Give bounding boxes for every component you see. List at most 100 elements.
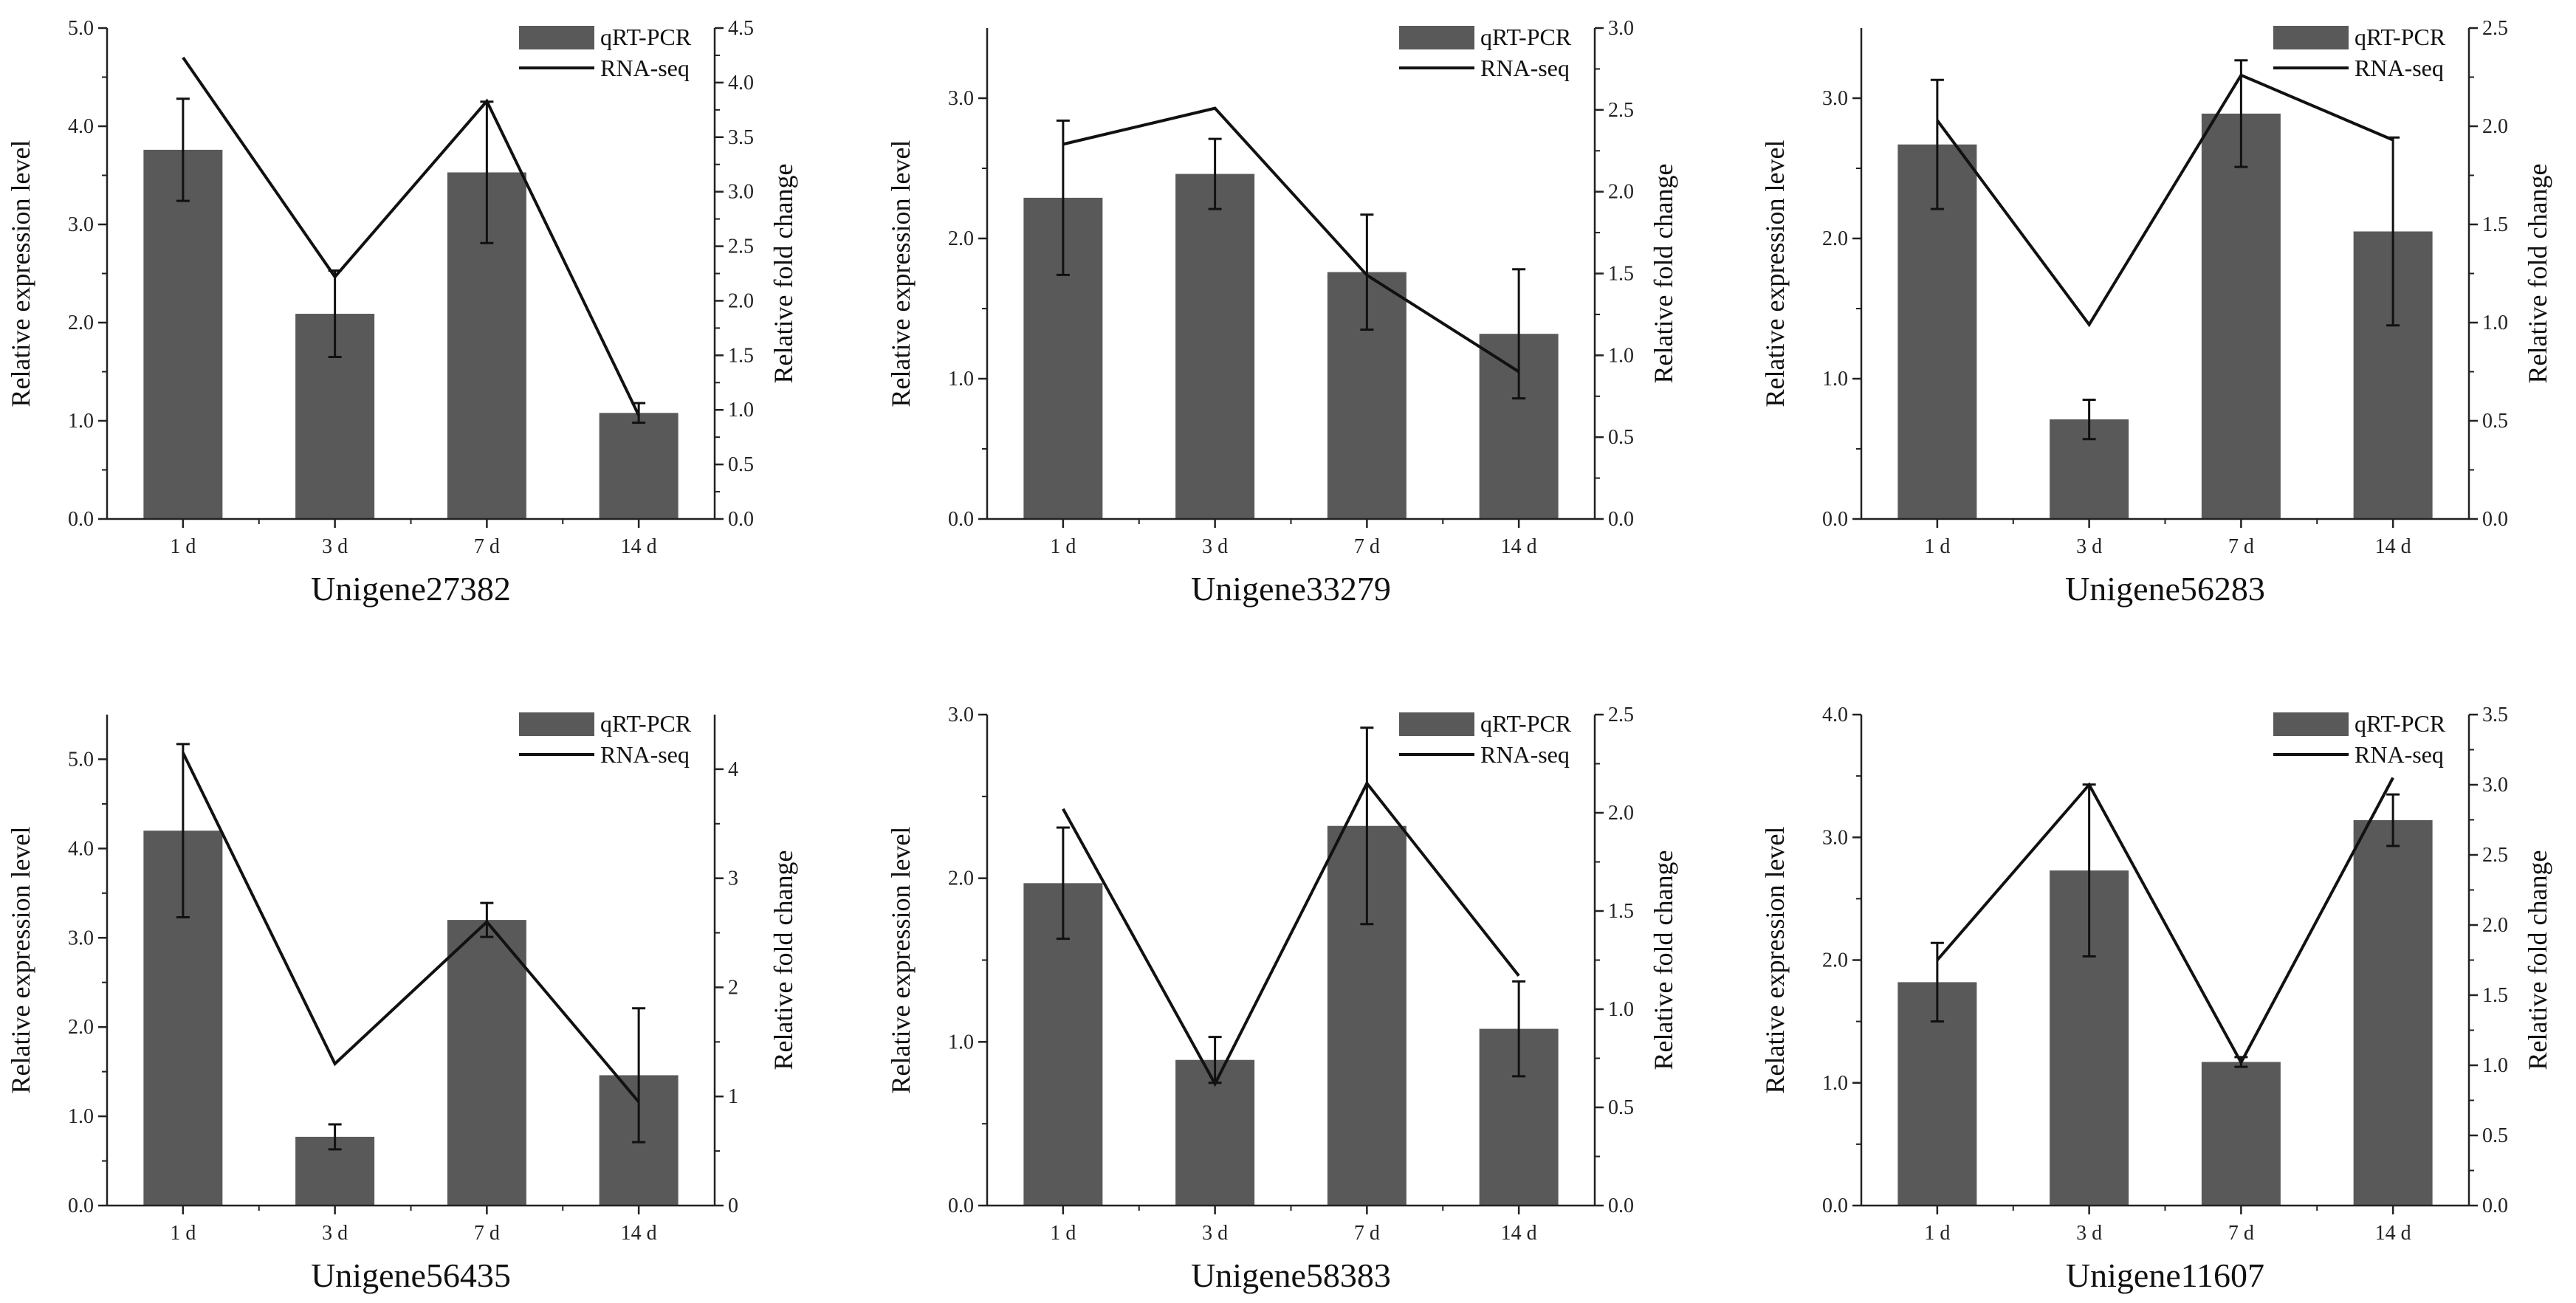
y2-axis-title: Relative fold change xyxy=(769,850,798,1070)
left-tick-label: 0.0 xyxy=(1822,508,1848,531)
legend-bar-swatch xyxy=(2273,712,2349,736)
chart-title: Unigene56435 xyxy=(311,1256,511,1294)
right-tick-label: 1.5 xyxy=(1608,900,1634,923)
y2-axis-title: Relative fold change xyxy=(2523,164,2552,384)
chart-panel-unigene11607: 0.0 1.0 2.0 3.0 4.0 0.0 0.5 1.0 1.5 2.0 2.5 3.0 3.5 1… xyxy=(1760,704,2552,1294)
legend-bar-swatch xyxy=(519,712,594,736)
rna-seq-line xyxy=(1936,777,2394,1066)
legend-line-label: RNA-seq xyxy=(2355,55,2444,81)
y2-axis-title: Relative fold change xyxy=(769,164,798,384)
x-tick-label: 1 d xyxy=(1050,1222,1076,1245)
x-tick-label: 3 d xyxy=(2076,535,2102,558)
right-tick-label: 2.5 xyxy=(2482,844,2508,867)
legend-bar-swatch xyxy=(1399,712,1474,736)
x-tick-label: 3 d xyxy=(2076,1222,2102,1245)
legend: qRT-PCR RNA-seq xyxy=(2273,24,2446,81)
left-tick-label: 4.0 xyxy=(68,837,94,860)
legend-bar-swatch xyxy=(1399,26,1474,49)
bar-7d xyxy=(447,920,526,1206)
left-tick-label: 2.0 xyxy=(948,867,974,890)
left-tick-label: 0.0 xyxy=(948,508,974,531)
right-tick-label: 1.0 xyxy=(728,399,754,422)
rna-seq-line xyxy=(182,752,640,1103)
left-tick-label: 3.0 xyxy=(948,87,974,110)
y-axis-title: Relative expression level xyxy=(6,140,35,408)
right-tick-label: 4 xyxy=(728,758,738,781)
right-tick-label: 1 xyxy=(728,1085,738,1108)
right-tick-label: 0.5 xyxy=(728,453,754,476)
y-axis-title: Relative expression level xyxy=(1760,140,1790,408)
x-tick-label: 14 d xyxy=(1501,1222,1537,1245)
right-tick-label: 1.5 xyxy=(728,344,754,367)
right-tick-label: 3.5 xyxy=(2482,704,2508,726)
legend-bar-swatch xyxy=(2273,26,2349,49)
error-bar-3d xyxy=(1208,137,1222,210)
y-axis-title: Relative expression level xyxy=(886,140,916,408)
error-bar-1d xyxy=(1930,78,1944,210)
left-tick-label: 1.0 xyxy=(68,1105,94,1128)
left-tick-label: 3.0 xyxy=(1822,826,1848,849)
legend: qRT-PCR RNA-seq xyxy=(519,710,692,768)
right-tick-label: 2.0 xyxy=(2482,914,2508,937)
right-tick-label: 1.0 xyxy=(1608,998,1634,1021)
y2-axis-title: Relative fold change xyxy=(1649,850,1678,1070)
error-bar-1d xyxy=(1056,119,1070,276)
y-axis-title: Relative expression level xyxy=(6,827,35,1094)
rna-seq-line xyxy=(1062,106,1520,374)
x-tick-label: 7 d xyxy=(474,1222,500,1245)
legend: qRT-PCR RNA-seq xyxy=(1399,710,1572,768)
x-tick-label: 3 d xyxy=(322,535,348,558)
left-tick-label: 1.0 xyxy=(948,368,974,391)
x-tick-label: 14 d xyxy=(2375,535,2411,558)
left-tick-label: 4.0 xyxy=(68,115,94,138)
x-tick-label: 3 d xyxy=(1202,535,1228,558)
right-tick-label: 3.0 xyxy=(728,181,754,204)
y-axis-title: Relative expression level xyxy=(886,827,916,1094)
chart-panel-unigene56435: 0.0 1.0 2.0 3.0 4.0 5.0 0 1 2 3 4 1 d 3 d 7 d 14 d Rela… xyxy=(6,710,798,1294)
left-tick-label: 1.0 xyxy=(1822,368,1848,391)
bar-7d xyxy=(2201,113,2281,519)
right-tick-label: 2.5 xyxy=(1608,99,1634,122)
left-tick-label: 0.0 xyxy=(1822,1194,1848,1217)
legend-bar-label: qRT-PCR xyxy=(2355,24,2446,50)
legend-line-label: RNA-seq xyxy=(600,55,690,81)
error-bar-14d xyxy=(1512,268,1526,400)
bar-7d xyxy=(2201,1062,2281,1206)
error-bar-14d xyxy=(632,1007,646,1144)
legend-bar-label: qRT-PCR xyxy=(2355,710,2446,737)
right-tick-label: 4.5 xyxy=(728,17,754,40)
right-tick-label: 1.0 xyxy=(2482,1054,2508,1077)
error-bar-14d xyxy=(1512,980,1526,1078)
right-tick-label: 1.5 xyxy=(1608,263,1634,286)
rna-seq-line xyxy=(1936,73,2394,328)
right-tick-label: 1.0 xyxy=(2482,312,2508,334)
bar-14d xyxy=(2353,819,2433,1206)
error-bar-7d xyxy=(1360,726,1374,926)
legend: qRT-PCR RNA-seq xyxy=(519,24,692,81)
x-tick-label: 7 d xyxy=(2228,1222,2254,1245)
x-tick-label: 7 d xyxy=(2228,535,2254,558)
right-tick-label: 1.0 xyxy=(1608,344,1634,367)
legend-bar-label: qRT-PCR xyxy=(600,710,692,737)
right-tick-label: 2.0 xyxy=(1608,802,1634,825)
left-tick-label: 2.0 xyxy=(948,227,974,250)
left-tick-label: 2.0 xyxy=(1822,949,1848,972)
right-tick-label: 2.5 xyxy=(1608,704,1634,726)
error-bar-3d xyxy=(328,1123,342,1151)
right-tick-label: 0.5 xyxy=(2482,410,2508,433)
x-tick-label: 14 d xyxy=(621,535,657,558)
right-tick-label: 0.0 xyxy=(1608,1194,1634,1217)
right-tick-label: 0 xyxy=(728,1194,738,1217)
x-tick-label: 14 d xyxy=(2375,1222,2411,1245)
x-tick-label: 1 d xyxy=(1050,535,1076,558)
chart-panel-unigene27382: 0.0 1.0 2.0 3.0 4.0 5.0 0.0 0.5 1.0 1.5 2.0 2.5 3.0 3… xyxy=(6,17,798,608)
y-axis-title: Relative expression level xyxy=(1760,827,1790,1094)
y2-axis-title: Relative fold change xyxy=(2523,850,2552,1070)
error-bar-14d xyxy=(2386,793,2400,848)
legend-line-label: RNA-seq xyxy=(2355,741,2444,768)
rna-seq-line xyxy=(182,56,640,416)
right-tick-label: 0.5 xyxy=(2482,1124,2508,1147)
error-bar-1d xyxy=(1930,941,1944,1023)
x-tick-label: 3 d xyxy=(1202,1222,1228,1245)
